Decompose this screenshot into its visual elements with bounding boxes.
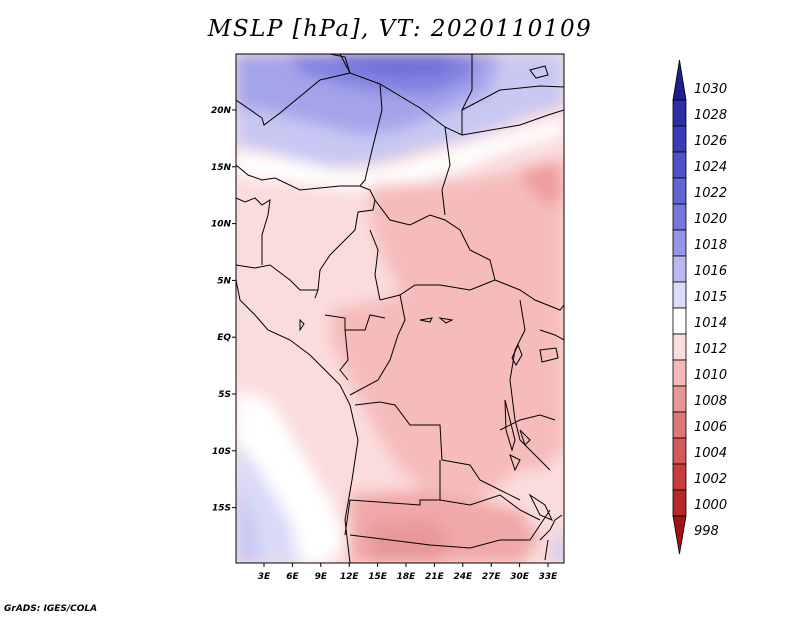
colorbar-swatch xyxy=(672,463,687,491)
colorbar-swatch xyxy=(672,333,687,361)
lat-tick-label: 15S xyxy=(212,504,231,514)
colorbar-label: 1015 xyxy=(694,290,727,305)
lon-tick-label: 21E xyxy=(425,572,445,582)
credit-label: GrADS: IGES/COLA xyxy=(4,604,98,614)
lat-tick-label: 5S xyxy=(218,390,231,400)
colorbar-label: 1022 xyxy=(694,186,727,201)
colorbar-label: 1000 xyxy=(694,498,727,513)
chart-title: MSLP [hPa], VT: 2020110109 xyxy=(207,16,593,42)
lon-tick-label: 24E xyxy=(453,572,473,582)
lon-tick-label: 12E xyxy=(340,572,360,582)
lakes xyxy=(299,65,559,521)
lat-tick-label: 10S xyxy=(212,447,231,457)
map-frame xyxy=(235,53,565,564)
lon-tick-label: 6E xyxy=(286,572,299,582)
lat-tick-label: 15N xyxy=(211,163,232,173)
colorbar: 1030 1028 1026 1024 1022 1020 1018 1016 1015 1014… xyxy=(672,59,727,555)
colorbar-label: 1020 xyxy=(694,212,727,227)
lon-tick-label: 9E xyxy=(315,572,328,582)
colorbar-swatch xyxy=(672,151,687,179)
lon-tick-label: 33E xyxy=(539,572,559,582)
lon-tick-label: 18E xyxy=(397,572,417,582)
lat-tick-label: 10N xyxy=(211,220,232,230)
lat-tick-label: 5N xyxy=(217,276,231,286)
colorbar-swatch xyxy=(672,489,687,517)
colorbar-swatch xyxy=(672,437,687,465)
country-borders xyxy=(236,54,564,563)
lat-tick-label: 20N xyxy=(211,106,232,116)
colorbar-label: 998 xyxy=(694,524,719,539)
colorbar-label: 1026 xyxy=(694,134,727,149)
lon-tick-label: 30E xyxy=(510,572,530,582)
colorbar-label: 1006 xyxy=(694,420,727,435)
colorbar-swatch xyxy=(672,385,687,413)
colorbar-label: 1008 xyxy=(694,394,727,409)
colorbar-swatch xyxy=(672,177,687,205)
lon-tick-label: 27E xyxy=(482,572,502,582)
pressure-field xyxy=(236,54,564,563)
colorbar-label: 1010 xyxy=(694,368,727,383)
colorbar-label: 1002 xyxy=(694,472,727,487)
colorbar-label: 1018 xyxy=(694,238,727,253)
colorbar-label: 1014 xyxy=(694,316,727,331)
colorbar-label: 1024 xyxy=(694,160,727,175)
colorbar-label: 1030 xyxy=(694,82,727,97)
colorbar-swatch xyxy=(672,307,687,335)
latitude-axis: 20N 15N 10N 5N EQ 5S 10S 15S xyxy=(211,106,236,514)
colorbar-label: 1028 xyxy=(694,108,727,123)
colorbar-swatch xyxy=(672,125,687,153)
colorbar-swatch xyxy=(672,203,687,231)
lon-tick-label: 3E xyxy=(258,572,271,582)
colorbar-swatch xyxy=(672,229,687,257)
colorbar-swatch xyxy=(672,359,687,387)
colorbar-swatch xyxy=(672,59,687,101)
colorbar-swatch xyxy=(672,255,687,283)
colorbar-swatch xyxy=(672,515,687,555)
lat-tick-label: EQ xyxy=(217,333,231,343)
colorbar-swatch xyxy=(672,281,687,309)
colorbar-label: 1004 xyxy=(694,446,727,461)
colorbar-swatch xyxy=(672,99,687,127)
colorbar-label: 1012 xyxy=(694,342,727,357)
colorbar-swatch xyxy=(672,411,687,439)
lon-tick-label: 15E xyxy=(368,572,388,582)
colorbar-label: 1016 xyxy=(694,264,727,279)
longitude-axis: 3E 6E 9E 12E 15E 18E 21E 24E 27E 30E 33E xyxy=(258,563,558,582)
